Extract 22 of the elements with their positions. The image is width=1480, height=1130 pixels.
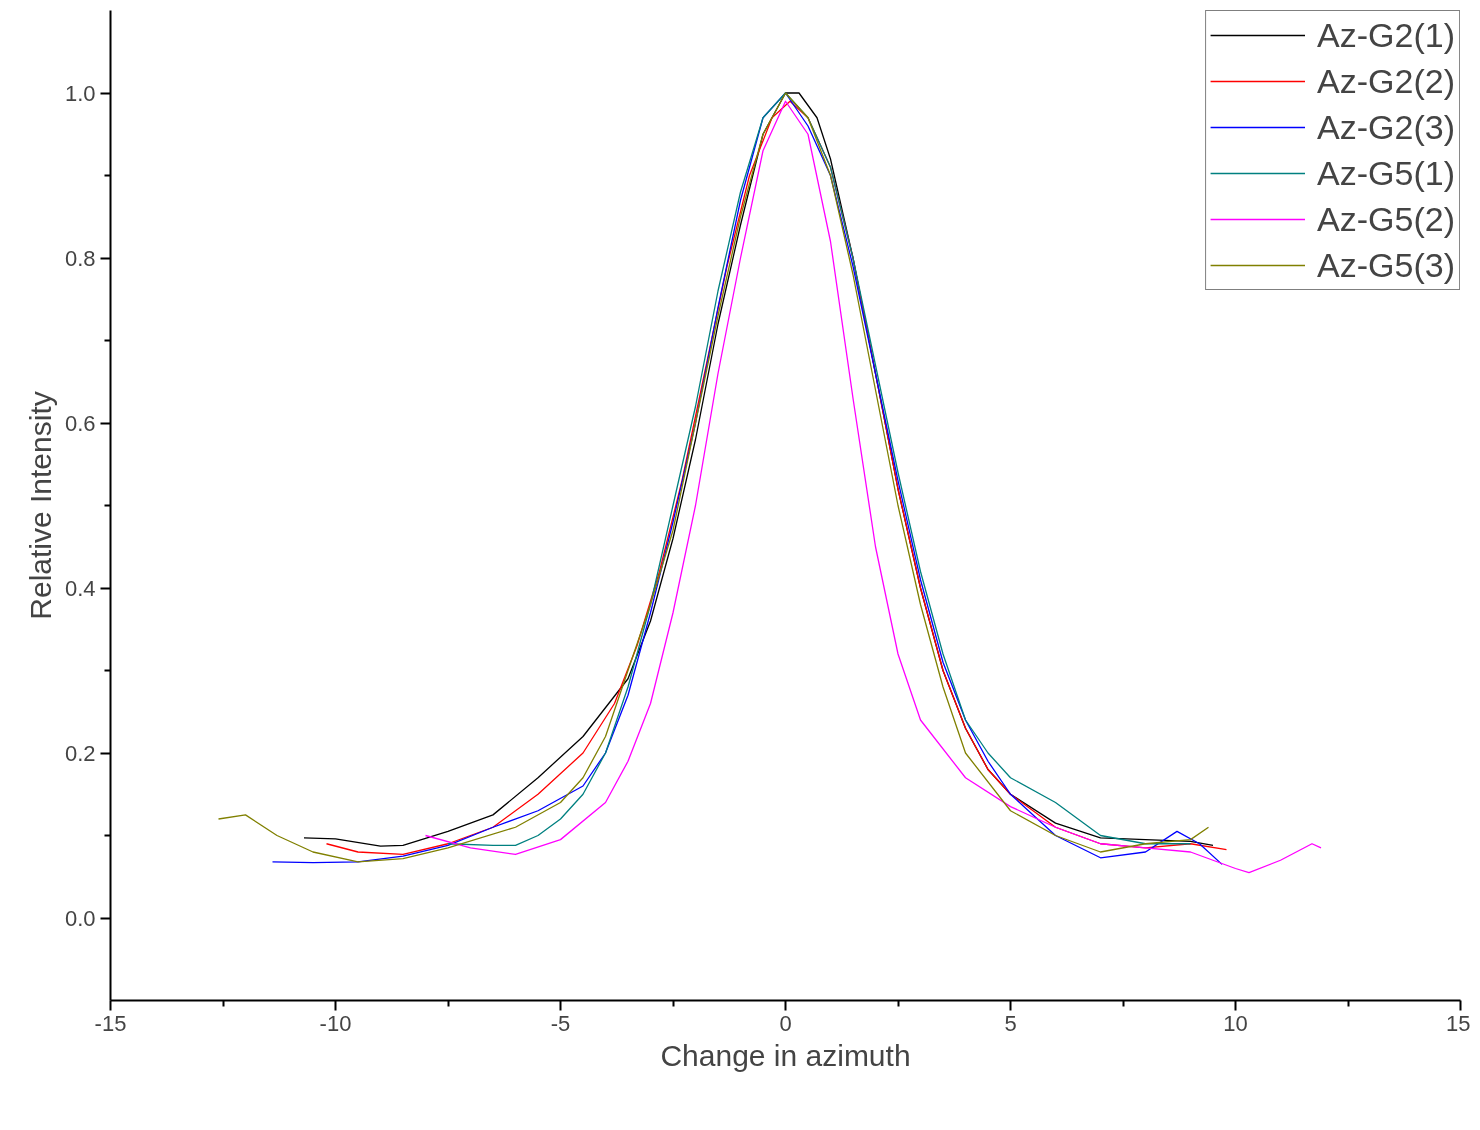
x-tick-label: -5 [550, 1010, 571, 1036]
legend-label: Az-G2(3) [1317, 107, 1455, 147]
legend-label: Az-G5(2) [1317, 199, 1455, 239]
legend-label: Az-G5(1) [1317, 153, 1455, 193]
y-tick-label: 1.0 [64, 80, 96, 106]
legend-label: Az-G2(2) [1317, 61, 1455, 101]
y-tick-label: 0.4 [64, 575, 96, 601]
y-tick-label: 0.6 [64, 410, 96, 436]
legend-label: Az-G2(1) [1317, 15, 1455, 55]
line-series [447, 92, 1192, 847]
x-axis-title: Change in azimuth [660, 1038, 911, 1072]
y-tick-label: 0.0 [64, 905, 96, 931]
x-tick-label: -15 [94, 1010, 127, 1036]
y-tick-label: 0.8 [64, 245, 96, 271]
y-tick-label: 0.2 [64, 740, 96, 766]
y-axis-title: Relative Intensity [23, 391, 57, 620]
x-tick-label: 5 [1004, 1010, 1017, 1036]
x-tick-label: 10 [1223, 1010, 1248, 1036]
legend-label: Az-G5(3) [1317, 245, 1455, 285]
x-tick-label: 15 [1446, 1010, 1471, 1036]
x-tick-label: 0 [779, 1010, 792, 1036]
x-tick-label: -10 [319, 1010, 352, 1036]
